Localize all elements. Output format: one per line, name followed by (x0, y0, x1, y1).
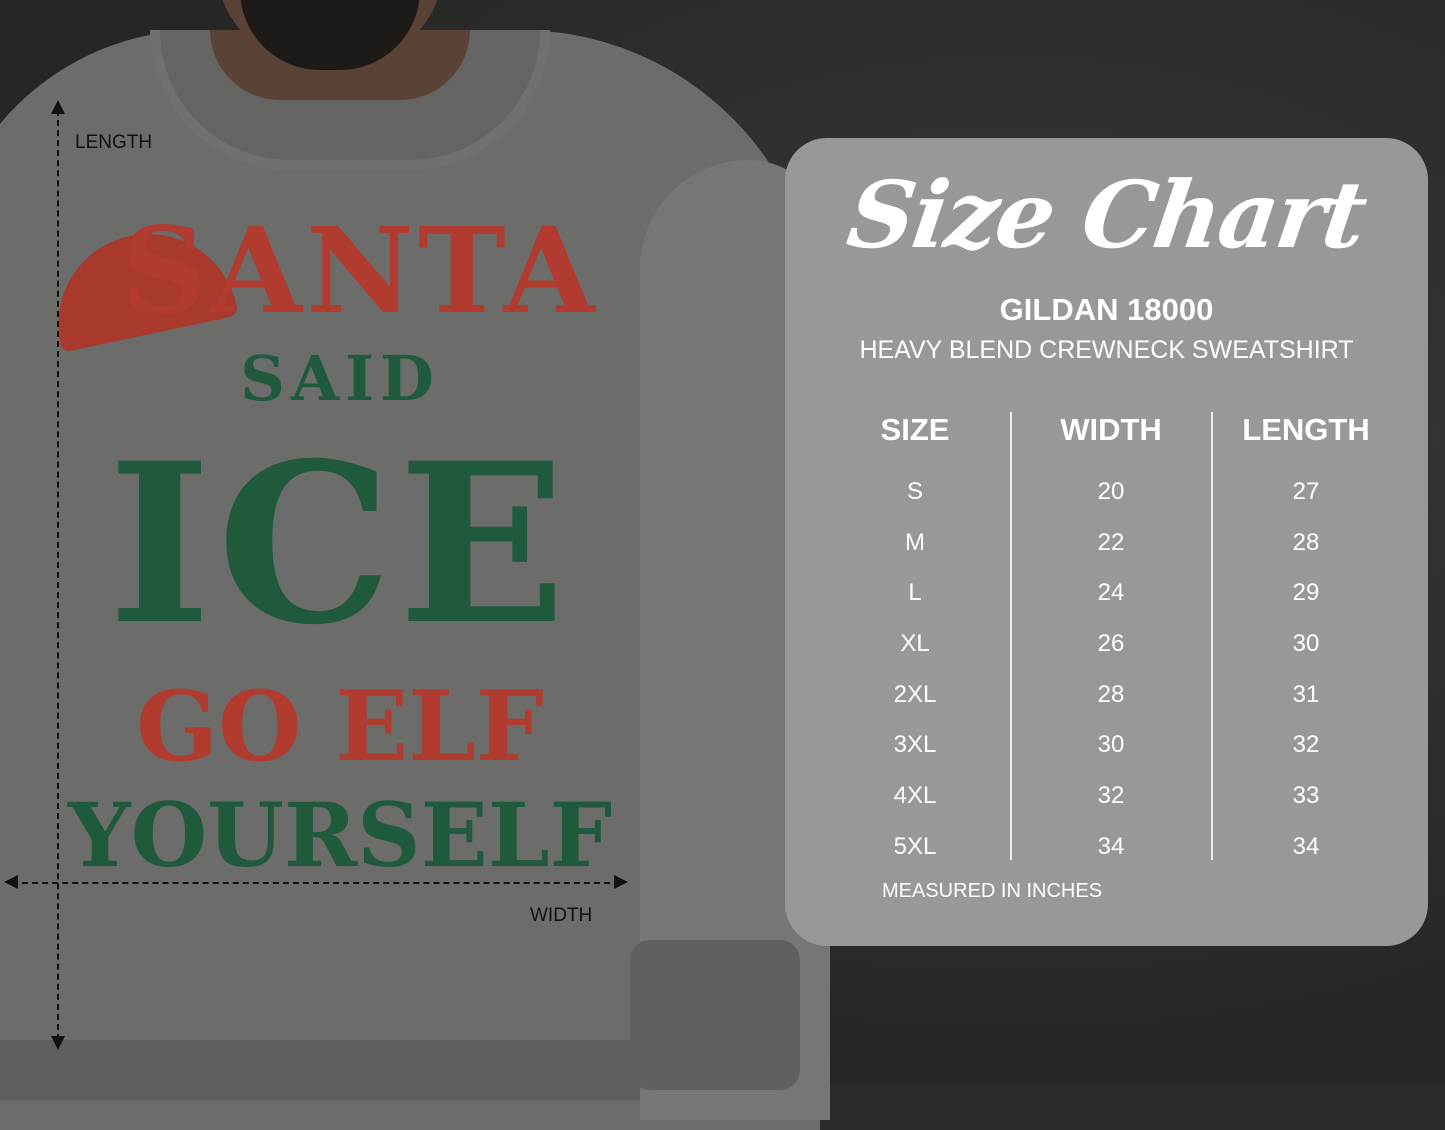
width-cell: 22 (1097, 528, 1125, 556)
size-chart-panel: Size Chart GILDAN 18000 HEAVY BLEND CREW… (785, 138, 1428, 946)
width-cell: 32 (1097, 782, 1125, 810)
arrow-down-icon (51, 1036, 65, 1050)
graphic-ice: ICE (108, 414, 572, 673)
brand-model: GILDAN 18000 (999, 292, 1214, 327)
arrow-right-icon (614, 875, 628, 889)
size-chart-title: Size Chart (841, 161, 1372, 269)
column-divider (1010, 412, 1012, 860)
shirt-graphic: SANTA SAID ICE GO ELF YOURSELF (40, 200, 640, 887)
length-cell: 33 (1292, 782, 1320, 810)
length-cell: 29 (1292, 579, 1320, 607)
column-divider (1211, 412, 1213, 860)
arrow-left-icon (4, 875, 18, 889)
width-column: WIDTH 20 22 24 26 28 30 32 34 (1021, 410, 1201, 878)
size-cell: L (908, 579, 922, 607)
size-cell: 5XL (893, 832, 937, 860)
length-label: LENGTH (75, 132, 153, 153)
width-cell: 28 (1097, 680, 1125, 708)
width-label: WIDTH (530, 905, 593, 926)
width-cell: 20 (1097, 478, 1125, 505)
graphic-go-elf: GO ELF (136, 670, 544, 783)
length-cell: 32 (1292, 731, 1320, 759)
length-cell: 34 (1292, 832, 1320, 860)
size-cell: S (906, 478, 923, 505)
graphic-santa: SANTA (121, 201, 599, 340)
size-cell: XL (900, 630, 930, 658)
size-cell: 2XL (893, 680, 937, 708)
column-header-width: WIDTH (1060, 412, 1162, 447)
measurement-note: MEASURED IN INCHES (882, 880, 1103, 902)
width-cell: 30 (1097, 731, 1125, 759)
length-column: LENGTH 27 28 29 30 31 32 33 34 (1216, 410, 1396, 878)
length-cell: 30 (1292, 630, 1320, 658)
sleeve-cuff (630, 940, 800, 1090)
size-cell: 3XL (893, 731, 937, 759)
size-cell: M (905, 528, 925, 556)
width-cell: 24 (1097, 579, 1125, 607)
column-header-length: LENGTH (1242, 412, 1370, 447)
arrow-up-icon (51, 100, 65, 114)
column-header-size: SIZE (880, 412, 950, 447)
width-cell: 34 (1097, 832, 1125, 860)
length-cell: 31 (1292, 680, 1320, 708)
width-cell: 26 (1097, 630, 1125, 658)
product-name: HEAVY BLEND CREWNECK SWEATSHIRT (859, 336, 1354, 364)
length-cell: 28 (1292, 528, 1320, 556)
length-dimension-line (57, 110, 59, 1040)
graphic-said: SAID (240, 342, 440, 415)
sweatshirt-hem (0, 1040, 640, 1100)
size-column: SIZE S M L XL 2XL 3XL 4XL 5XL (825, 410, 1005, 878)
length-cell: 27 (1292, 478, 1320, 505)
graphic-yourself: YOURSELF (67, 783, 613, 887)
size-cell: 4XL (893, 782, 937, 810)
width-dimension-line (12, 882, 620, 884)
